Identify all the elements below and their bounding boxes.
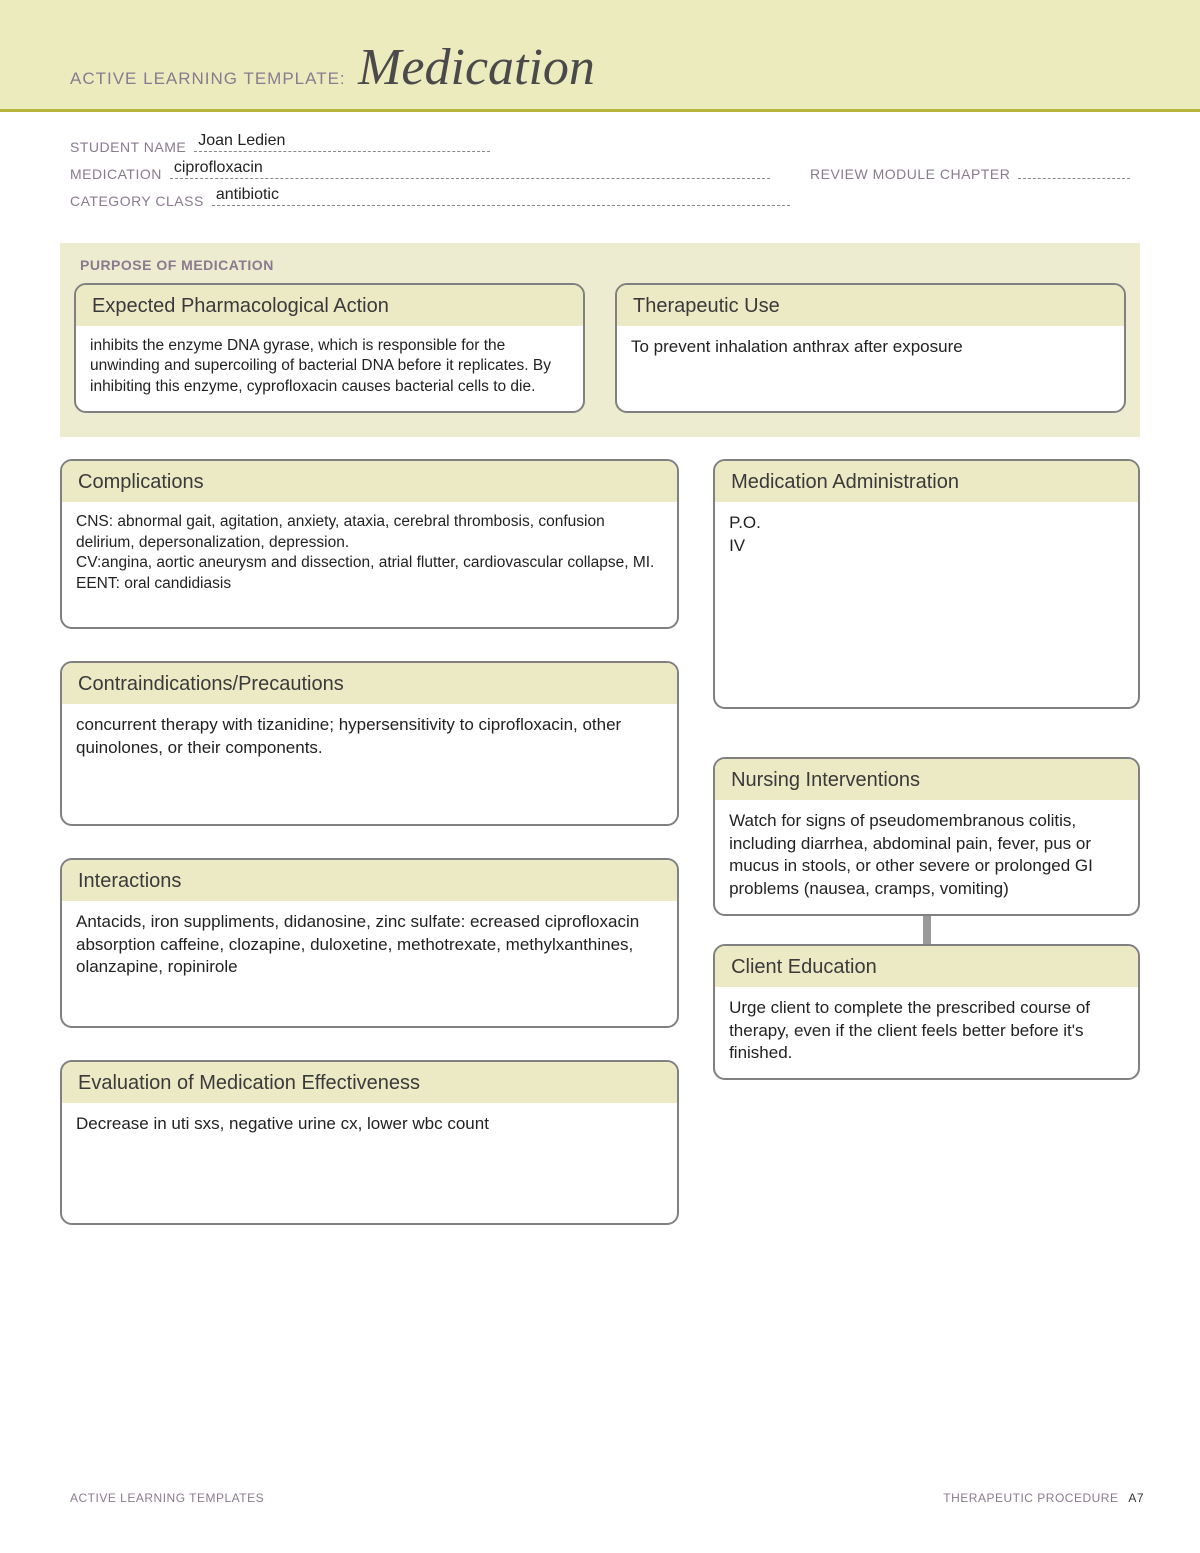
complications-title: Complications: [62, 461, 677, 504]
meta-section: STUDENT NAME Joan Ledien MEDICATION cipr…: [0, 112, 1200, 225]
interactions-title: Interactions: [62, 860, 677, 903]
page-header: ACTIVE LEARNING TEMPLATE: Medication: [0, 0, 1200, 112]
therapeutic-use-card: Therapeutic Use To prevent inhalation an…: [615, 283, 1126, 413]
purpose-section: PURPOSE OF MEDICATION Expected Pharmacol…: [60, 243, 1140, 437]
category-class-line: antibiotic: [212, 188, 790, 206]
expected-action-title: Expected Pharmacological Action: [76, 285, 583, 328]
footer-right-label: THERAPEUTIC PROCEDURE: [943, 1491, 1118, 1505]
footer-page: A7: [1128, 1491, 1144, 1505]
category-class-label: CATEGORY CLASS: [70, 193, 204, 209]
client-education-card: Client Education Urge client to complete…: [713, 944, 1140, 1080]
expected-action-body: inhibits the enzyme DNA gyrase, which is…: [76, 328, 583, 411]
contraindications-title: Contraindications/Precautions: [62, 663, 677, 706]
header-title: Medication: [358, 38, 595, 97]
interactions-body: Antacids, iron suppliments, didanosine, …: [62, 903, 677, 992]
nursing-body: Watch for signs of pseudomembranous coli…: [715, 802, 1138, 914]
footer-left: ACTIVE LEARNING TEMPLATES: [70, 1491, 264, 1505]
contraindications-body: concurrent therapy with tizanidine; hype…: [62, 706, 677, 773]
student-name-value: Joan Ledien: [198, 132, 285, 150]
therapeutic-use-body: To prevent inhalation anthrax after expo…: [617, 328, 1124, 372]
client-education-body: Urge client to complete the prescribed c…: [715, 989, 1138, 1078]
complications-card: Complications CNS: abnormal gait, agitat…: [60, 459, 679, 629]
med-admin-title: Medication Administration: [715, 461, 1138, 504]
contraindications-card: Contraindications/Precautions concurrent…: [60, 661, 679, 826]
evaluation-title: Evaluation of Medication Effectiveness: [62, 1062, 677, 1105]
review-chapter-line: [1018, 161, 1130, 179]
category-class-value: antibiotic: [216, 186, 279, 204]
therapeutic-use-title: Therapeutic Use: [617, 285, 1124, 328]
right-column: Medication Administration P.O. IV Nursin…: [713, 459, 1140, 1225]
med-admin-body: P.O. IV: [715, 504, 1138, 571]
medication-line: ciprofloxacin: [170, 161, 770, 179]
expected-action-card: Expected Pharmacological Action inhibits…: [74, 283, 585, 413]
student-name-label: STUDENT NAME: [70, 139, 186, 155]
evaluation-card: Evaluation of Medication Effectiveness D…: [60, 1060, 679, 1225]
review-chapter-label: REVIEW MODULE CHAPTER: [810, 166, 1010, 182]
connector-line: [923, 916, 931, 944]
client-education-title: Client Education: [715, 946, 1138, 989]
complications-body: CNS: abnormal gait, agitation, anxiety, …: [62, 504, 677, 608]
med-admin-card: Medication Administration P.O. IV: [713, 459, 1140, 709]
nursing-card: Nursing Interventions Watch for signs of…: [713, 757, 1140, 916]
medication-value: ciprofloxacin: [174, 159, 263, 177]
content-area: Complications CNS: abnormal gait, agitat…: [0, 437, 1200, 1225]
footer-right: THERAPEUTIC PROCEDURE A7: [943, 1491, 1144, 1505]
student-name-line: Joan Ledien: [194, 134, 490, 152]
nursing-title: Nursing Interventions: [715, 759, 1138, 802]
purpose-heading: PURPOSE OF MEDICATION: [80, 257, 1126, 273]
medication-label: MEDICATION: [70, 166, 162, 182]
page-footer: ACTIVE LEARNING TEMPLATES THERAPEUTIC PR…: [70, 1491, 1144, 1505]
evaluation-body: Decrease in uti sxs, negative urine cx, …: [62, 1105, 677, 1149]
header-label: ACTIVE LEARNING TEMPLATE:: [70, 69, 346, 89]
left-column: Complications CNS: abnormal gait, agitat…: [60, 459, 679, 1225]
interactions-card: Interactions Antacids, iron suppliments,…: [60, 858, 679, 1028]
